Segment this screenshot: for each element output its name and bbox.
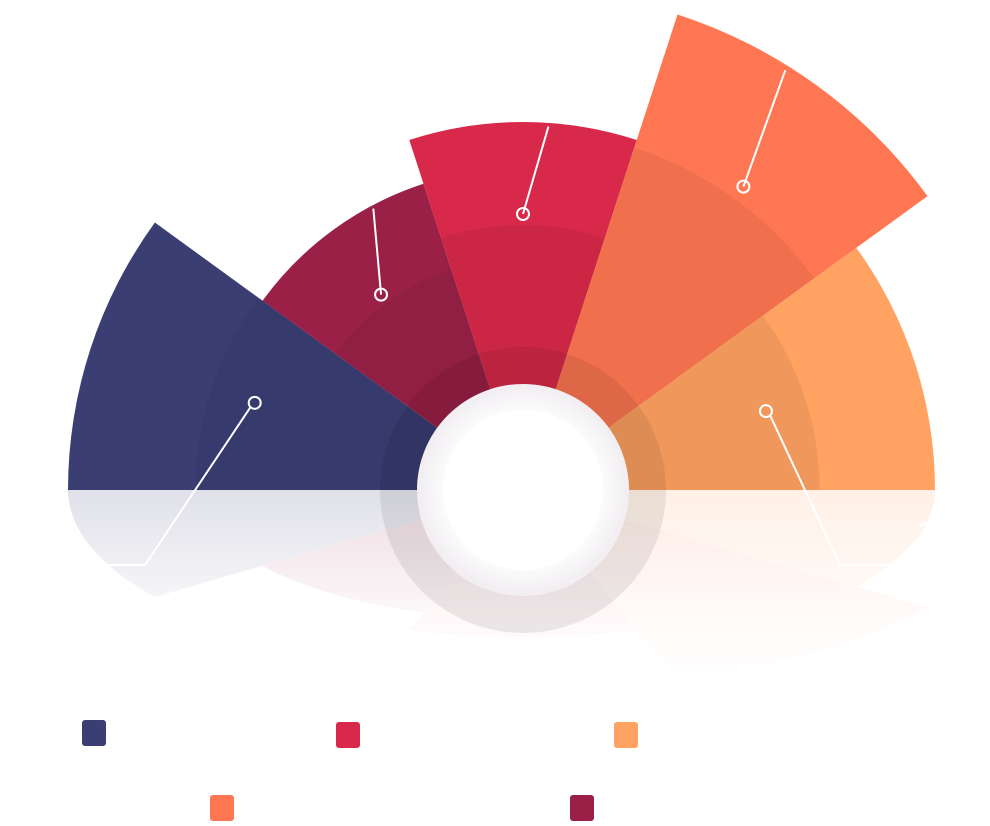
leader-line (742, 69, 787, 187)
sector-inner-shade (523, 147, 815, 490)
sector-3 (409, 122, 637, 491)
sector-1 (68, 222, 523, 490)
legend-swatch-navy (82, 720, 106, 746)
legend-swatch-red (336, 722, 360, 748)
leader-dot (758, 404, 773, 419)
legend-swatch-maroon (570, 795, 594, 821)
leader-line (75, 406, 252, 566)
leader-line (769, 414, 930, 566)
leader-dot (516, 207, 530, 221)
center-hub-inner (443, 410, 603, 570)
leader-line (372, 208, 383, 295)
sector-4 (523, 14, 928, 491)
sector-5 (523, 247, 935, 490)
value-label: 2 (918, 516, 932, 546)
leader-line (522, 126, 550, 215)
leader-dot (736, 179, 751, 194)
leader-dot (247, 395, 262, 410)
legend-swatch-coral (210, 795, 234, 821)
legend-swatch-light-orange (614, 722, 638, 748)
sector-inner-shade (441, 225, 605, 490)
